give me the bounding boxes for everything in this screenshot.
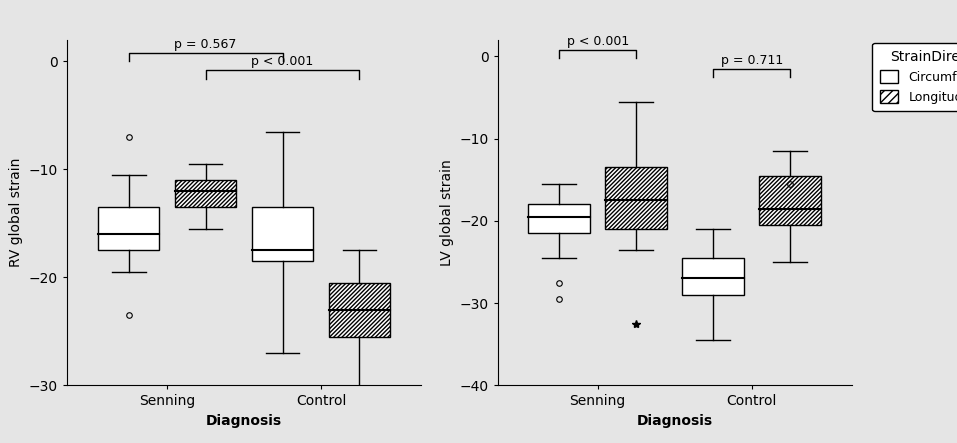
Bar <box>328 283 390 337</box>
X-axis label: Diagnosis: Diagnosis <box>206 414 282 428</box>
Legend: Circumferential, Longitudinal: Circumferential, Longitudinal <box>872 43 957 112</box>
Bar <box>252 207 313 261</box>
Text: p = 0.567: p = 0.567 <box>174 38 236 51</box>
Text: p < 0.001: p < 0.001 <box>252 55 314 68</box>
Bar <box>528 204 590 233</box>
Bar <box>98 207 160 250</box>
Y-axis label: LV global strain: LV global strain <box>440 159 454 266</box>
Bar <box>175 180 236 207</box>
Text: p < 0.001: p < 0.001 <box>567 35 629 48</box>
Bar <box>606 167 667 229</box>
Y-axis label: RV global strain: RV global strain <box>10 158 23 267</box>
Text: p = 0.711: p = 0.711 <box>721 54 783 67</box>
Bar <box>759 175 821 225</box>
Bar <box>682 258 744 295</box>
X-axis label: Diagnosis: Diagnosis <box>636 414 713 428</box>
